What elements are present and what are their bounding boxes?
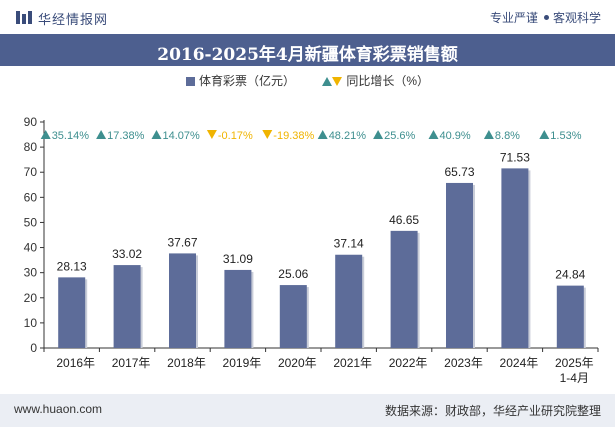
x-tick-label: 2024年 xyxy=(500,356,539,370)
bar xyxy=(390,230,418,348)
bar xyxy=(58,277,86,348)
y-tick-label: 10 xyxy=(24,316,38,330)
bar xyxy=(113,265,141,348)
tagline-left: 专业严谨 xyxy=(489,11,538,25)
bar xyxy=(556,285,584,348)
tagline: 专业严谨 客观科学 xyxy=(490,9,601,26)
growth-label: 40.9% xyxy=(440,130,471,142)
x-tick-label: 1-4月 xyxy=(560,371,589,385)
growth-up-marker xyxy=(539,130,550,139)
y-tick-label: 0 xyxy=(30,341,37,355)
legend-item-sales: 体育彩票（亿元） xyxy=(185,72,295,89)
data-label: 46.65 xyxy=(389,213,419,227)
x-tick-label: 2021年 xyxy=(333,356,372,370)
x-tick-label: 2022年 xyxy=(389,356,428,370)
data-label: 28.13 xyxy=(57,259,87,273)
growth-label: 17.38% xyxy=(107,130,145,142)
data-label: 25.06 xyxy=(278,267,308,281)
growth-label: 8.8% xyxy=(495,130,520,142)
growth-down-marker xyxy=(262,130,273,139)
chart-title: 2016-2025年4月新疆体育彩票销售额 xyxy=(157,45,458,65)
growth-up-marker xyxy=(428,130,439,139)
growth-label: 25.6% xyxy=(384,130,415,142)
y-tick-label: 20 xyxy=(24,291,38,305)
x-tick-label: 2016年 xyxy=(56,356,95,370)
bar xyxy=(169,253,196,348)
y-tick-label: 90 xyxy=(24,115,38,129)
tagline-right: 客观科学 xyxy=(552,11,601,25)
footer: www.huaon.com 数据来源：财政部，华经产业研究院整理 xyxy=(0,394,615,427)
y-tick-label: 30 xyxy=(24,266,38,280)
y-tick-label: 70 xyxy=(24,165,38,179)
dot-icon xyxy=(543,15,549,21)
triangle-up-icon xyxy=(322,77,333,87)
footer-source: 数据来源：财政部，华经产业研究院整理 xyxy=(384,404,601,418)
x-tick-label: 2025年 xyxy=(555,356,594,370)
legend-label-sales: 体育彩票（亿元） xyxy=(198,74,295,88)
y-tick-label: 60 xyxy=(24,190,38,204)
y-tick-label: 80 xyxy=(24,140,38,154)
brand-logo-icon xyxy=(16,11,32,24)
top-bar: 华经情报网 专业严谨 客观科学 xyxy=(0,0,615,34)
bar xyxy=(224,269,252,348)
title-bar: 2016-2025年4月新疆体育彩票销售额 xyxy=(0,34,615,66)
growth-label: 1.53% xyxy=(550,130,581,142)
data-label: 71.53 xyxy=(500,150,530,164)
legend-label-growth: 同比增长（%） xyxy=(346,74,430,88)
growth-up-marker xyxy=(96,130,107,139)
growth-up-marker xyxy=(373,130,384,139)
growth-up-marker xyxy=(483,130,494,139)
bar xyxy=(279,285,307,348)
x-tick-label: 2019年 xyxy=(223,356,262,370)
x-tick-label: 2018年 xyxy=(167,356,206,370)
growth-label: 35.14% xyxy=(52,130,90,142)
legend-item-growth: 同比增长（%） xyxy=(322,72,429,89)
data-label: 31.09 xyxy=(223,252,253,266)
data-label: 65.73 xyxy=(444,165,474,179)
legend: 体育彩票（亿元） 同比增长（%） xyxy=(0,72,615,89)
growth-down-marker xyxy=(206,130,217,139)
x-tick-label: 2020年 xyxy=(278,356,317,370)
growth-label: 48.21% xyxy=(329,130,367,142)
footer-site: www.huaon.com xyxy=(14,402,103,416)
bar xyxy=(501,168,529,348)
triangle-down-icon xyxy=(332,77,343,87)
brand-name: 华经情报网 xyxy=(38,12,109,27)
x-tick-label: 2017年 xyxy=(112,356,151,370)
growth-up-marker xyxy=(40,130,51,139)
legend-swatch-bar xyxy=(185,77,195,87)
x-tick-label: 2023年 xyxy=(444,356,483,370)
bar xyxy=(335,254,363,348)
bar xyxy=(446,182,473,348)
growth-label: -19.38% xyxy=(273,130,314,142)
data-label: 33.02 xyxy=(112,247,142,261)
growth-label: 14.07% xyxy=(163,130,201,142)
growth-up-marker xyxy=(151,130,162,139)
data-label: 24.84 xyxy=(555,268,585,282)
y-tick-label: 50 xyxy=(24,215,38,229)
bar-chart: 0 10 20 30 40 50 60 70 80 90 28.13 2016年 35.14% 33.02… xyxy=(24,115,599,385)
growth-label: -0.17% xyxy=(218,130,253,142)
y-tick-label: 40 xyxy=(24,241,38,255)
data-label: 37.67 xyxy=(167,235,197,249)
growth-up-marker xyxy=(317,130,328,139)
data-label: 37.14 xyxy=(334,237,364,251)
